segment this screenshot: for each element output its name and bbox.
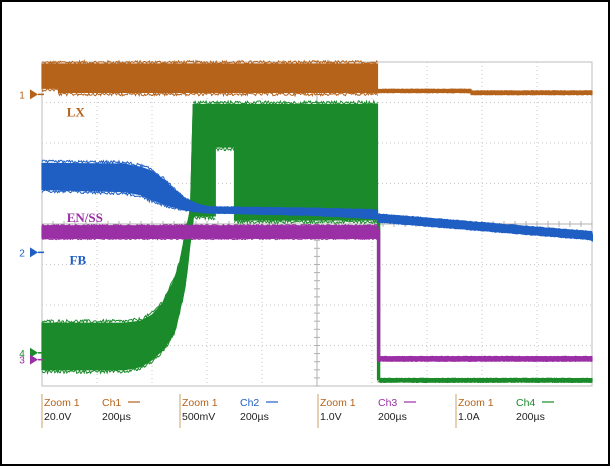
readout-time-per-div: 200µs: [240, 411, 269, 423]
readout-ch1: Zoom 1 20.0V Ch1 200µs: [41, 394, 140, 428]
trace-noise-top: [41, 223, 378, 227]
readout-ch3: Zoom 1 1.0V Ch3 200µs: [317, 394, 416, 428]
trace-envelope: [214, 103, 236, 148]
trace-envelope: [379, 356, 593, 362]
label-fb: FB: [70, 253, 87, 268]
readout-zoom: Zoom 1: [182, 397, 218, 409]
readout-channel: Ch2: [240, 397, 259, 409]
trace-noise-bottom: [41, 88, 59, 93]
trace-noise-top: [471, 90, 592, 92]
trace-noise-bottom: [41, 189, 378, 220]
trace-noise-top: [377, 226, 381, 230]
ch2-marker-label: 2: [19, 248, 25, 259]
trace-envelope: [57, 63, 379, 93]
readout-channel: Ch1: [102, 397, 121, 409]
readout-time-per-div: 200µs: [516, 411, 545, 423]
trace-noise-bottom: [58, 90, 378, 98]
trace-noise-top: [377, 88, 472, 91]
readout-volts-per-div: 1.0A: [458, 411, 480, 423]
trace-noise-top: [192, 99, 216, 107]
trace-envelope: [192, 103, 216, 217]
trace-noise-bottom: [377, 359, 381, 364]
readout-zoom: Zoom 1: [458, 397, 494, 409]
trace-noise-bottom: [41, 237, 378, 241]
trace-noise-top: [41, 159, 378, 211]
readout-channel: Ch4: [516, 397, 535, 409]
trace-noise-bottom: [234, 218, 378, 226]
readout-volts-per-div: 500mV: [182, 411, 215, 423]
trace-noise-top: [214, 99, 235, 106]
trace-noise-top: [377, 213, 593, 233]
ch3-marker-arrow: [30, 354, 38, 365]
trigger-arrow: [585, 233, 593, 242]
readout-volts-per-div: 1.0V: [320, 411, 342, 423]
trace-noise-bottom: [470, 93, 593, 96]
trace-noise-top: [379, 377, 593, 380]
series-lx: [41, 59, 593, 98]
label-en-ss: EN/SS: [67, 210, 103, 225]
trace-envelope: [470, 90, 593, 95]
trace-noise-bottom: [379, 381, 593, 384]
ch4-marker-arrow: [30, 347, 38, 358]
ch1-marker-arrow: [30, 89, 38, 100]
trace-noise-top: [41, 262, 180, 325]
trace-noise-bottom: [379, 360, 593, 363]
ch1-marker-label: 1: [19, 90, 25, 101]
trace-envelope: [376, 229, 381, 361]
readout-volts-per-div: 20.0V: [44, 411, 71, 423]
label-lx: LX: [67, 105, 86, 120]
trace-envelope: [41, 225, 379, 239]
trace-envelope: [41, 63, 60, 89]
ch4-marker-label: 4: [19, 349, 25, 360]
trace-noise-bottom: [377, 91, 472, 94]
ch3-marker-label: 3: [19, 356, 25, 367]
trace-envelope: [379, 378, 593, 383]
trace-noise-bottom: [215, 145, 235, 152]
readout-zoom: Zoom 1: [44, 397, 80, 409]
readout-time-per-div: 200µs: [378, 411, 407, 423]
label-i-lx: I_LX: [89, 344, 119, 359]
series-fb: [41, 159, 593, 241]
trace-envelope: [233, 103, 379, 221]
trace-noise-top: [58, 59, 378, 66]
series-en-ss: [41, 223, 593, 364]
ch2-marker-arrow: [30, 247, 38, 258]
trace-noise-bottom: [192, 213, 216, 222]
trace-noise-top: [41, 60, 59, 65]
trace-noise-top: [234, 99, 378, 106]
trace-noise-bottom: [41, 313, 180, 375]
readout-ch4: Zoom 1 1.0A Ch4 200µs: [455, 394, 554, 428]
trace-noise-top: [379, 355, 593, 358]
readout-zoom: Zoom 1: [320, 397, 356, 409]
readout-ch2: Zoom 1 500mV Ch2 200µs: [179, 394, 278, 428]
readout-time-per-div: 200µs: [102, 411, 131, 423]
readout-channel: Ch3: [378, 397, 397, 409]
trace-noise-bottom: [377, 221, 593, 241]
